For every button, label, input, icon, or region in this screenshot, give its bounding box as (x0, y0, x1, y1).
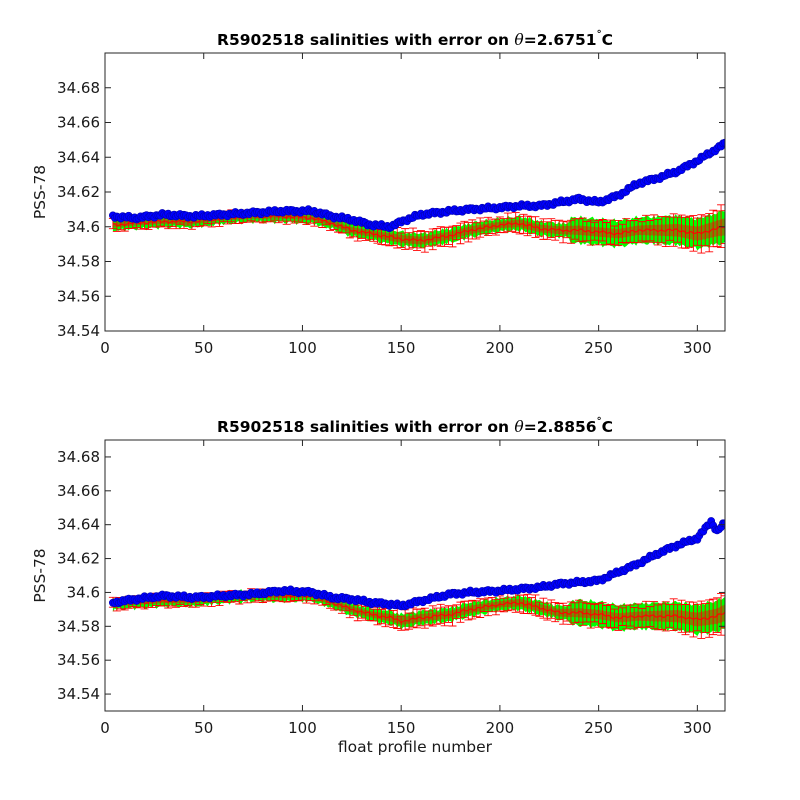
title-theta: θ (514, 418, 524, 436)
x-tick-label: 300 (683, 339, 712, 357)
x-tick-label: 50 (194, 719, 213, 737)
y-tick-label: 34.56 (57, 651, 100, 669)
x-tick-label: 200 (486, 719, 515, 737)
chart-panel-1: 0 50 100 150 200 250 300 34.54 34.56 34.58 34.6 34.… (31, 29, 726, 357)
y-tick-label: 34.62 (57, 183, 100, 201)
y-tick-label: 34.58 (57, 617, 100, 635)
y-axis-label: PSS-78 (31, 165, 49, 219)
error-bar (721, 595, 725, 629)
error-band (112, 593, 725, 627)
x-tick-label: 50 (194, 339, 213, 357)
y-tick-label: 34.6 (67, 583, 100, 601)
chart-panel-2: 0 50 100 150 200 250 300 34.54 34.56 34.58 34.6 34.… (31, 416, 726, 756)
x-tick-label: 150 (387, 339, 416, 357)
x-tick-label: 150 (387, 719, 416, 737)
title-text: R5902518 salinities with error on (217, 418, 514, 436)
x-tick-label: 250 (584, 719, 613, 737)
raw-salinity-point (721, 138, 725, 147)
axes-box (104, 439, 726, 712)
y-tick-label: 34.58 (57, 253, 100, 271)
plot-area (108, 138, 725, 254)
title-value: =2.8856 (524, 418, 597, 436)
y-tick-label: 34.56 (57, 287, 100, 305)
x-axis-label: float profile number (338, 738, 493, 756)
y-tick-label: 34.68 (57, 448, 100, 466)
title-text: R5902518 salinities with error on (217, 31, 514, 49)
y-axis-label: PSS-78 (31, 548, 49, 602)
raw-salinity-point (721, 519, 725, 528)
x-tick-label: 0 (100, 339, 110, 357)
title-degree: ° (597, 29, 602, 40)
x-tick-label: 100 (288, 339, 317, 357)
y-tick-label: 34.62 (57, 550, 100, 568)
x-tick-label: 200 (486, 339, 515, 357)
chart-title: R5902518 salinities with error on θ=2.88… (217, 416, 613, 436)
y-tick-label: 34.66 (57, 482, 100, 500)
y-tick-label: 34.54 (57, 685, 100, 703)
title-unit: C (602, 418, 613, 436)
title-degree: ° (597, 416, 602, 427)
y-tick-label: 34.68 (57, 79, 100, 97)
plot-area (108, 517, 725, 639)
x-tick-label: 100 (288, 719, 317, 737)
y-tick-label: 34.6 (67, 218, 100, 236)
y-tick-label: 34.66 (57, 114, 100, 132)
x-tick-label: 0 (100, 719, 110, 737)
x-tick-label: 300 (683, 719, 712, 737)
axes-box (104, 52, 726, 332)
x-tick-label: 250 (584, 339, 613, 357)
error-bar (721, 210, 725, 244)
y-tick-label: 34.64 (57, 516, 100, 534)
y-tick-label: 34.54 (57, 322, 100, 340)
title-theta: θ (514, 31, 524, 49)
title-unit: C (602, 31, 613, 49)
chart-title: R5902518 salinities with error on θ=2.67… (217, 29, 613, 49)
title-value: =2.6751 (524, 31, 597, 49)
y-tick-label: 34.64 (57, 148, 100, 166)
